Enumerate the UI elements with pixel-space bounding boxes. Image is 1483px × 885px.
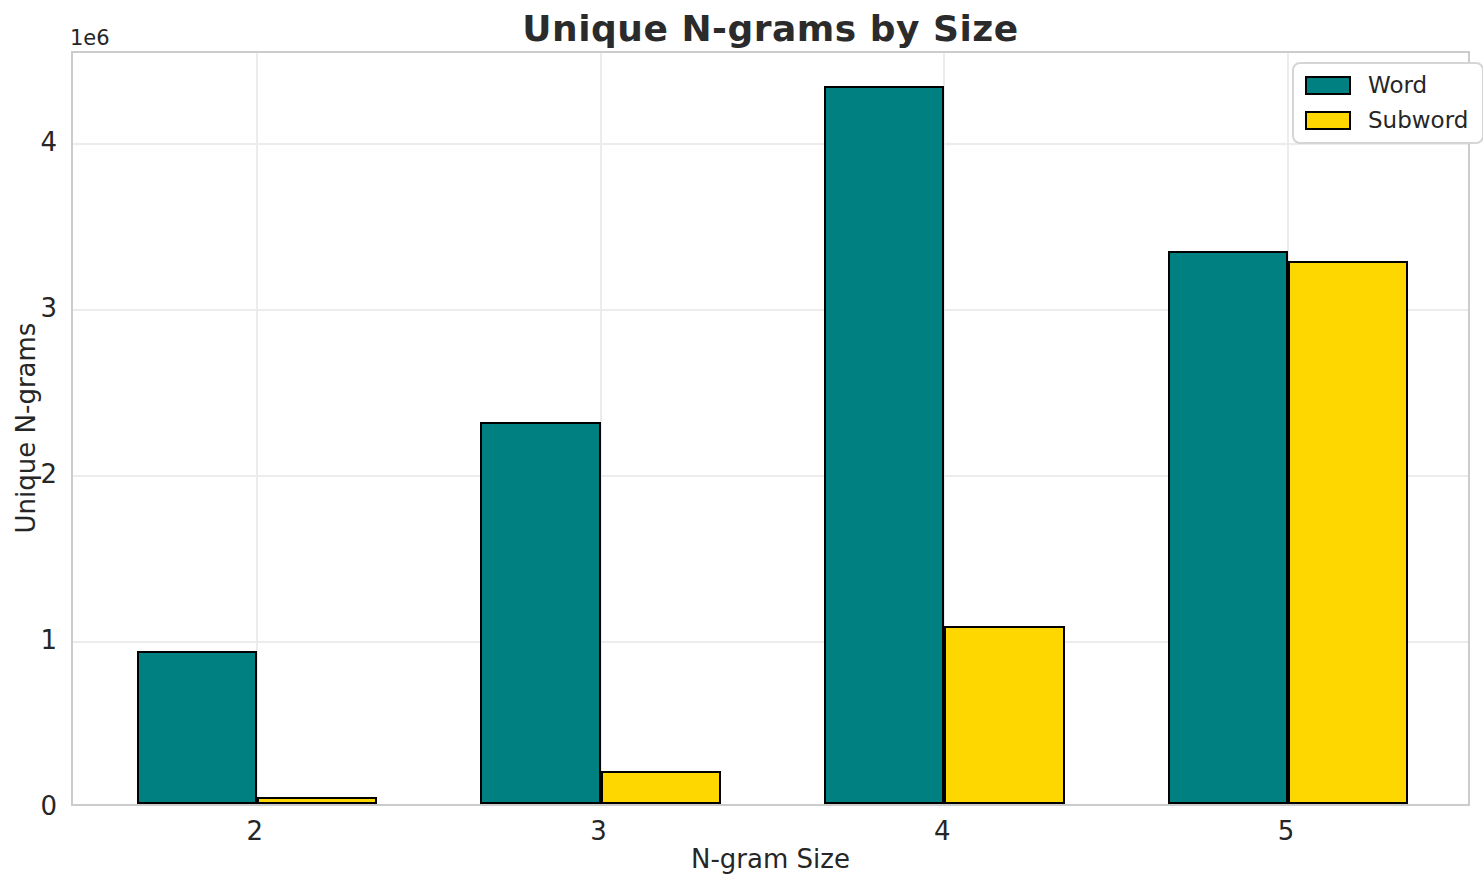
plot-area xyxy=(71,51,1470,806)
x-axis-label: N-gram Size xyxy=(71,844,1470,874)
bar-subword-2 xyxy=(257,797,377,804)
y-tick-label: 0 xyxy=(5,793,57,819)
legend-item-subword: Subword xyxy=(1305,107,1468,134)
bar-chart-figure: Unique N-grams by Size 1e6 01234 2345 Un… xyxy=(0,0,1483,885)
legend-item-word: Word xyxy=(1305,72,1468,99)
legend-swatch-word xyxy=(1305,76,1351,95)
x-tick-label: 5 xyxy=(1246,818,1326,844)
y-tick-label: 4 xyxy=(5,129,57,155)
legend-label: Word xyxy=(1368,72,1427,99)
x-tick-label: 3 xyxy=(559,818,639,844)
y-axis-offset-label: 1e6 xyxy=(70,26,110,50)
bar-word-3 xyxy=(480,422,600,804)
bar-subword-3 xyxy=(601,771,721,804)
x-tick-label: 4 xyxy=(902,818,982,844)
y-tick-label: 1 xyxy=(5,627,57,653)
bar-subword-5 xyxy=(1288,261,1408,804)
legend: Word Subword xyxy=(1292,62,1483,144)
bar-word-2 xyxy=(137,651,257,804)
x-tick-label: 2 xyxy=(215,818,295,844)
bar-word-4 xyxy=(824,86,944,804)
y-tick-label: 3 xyxy=(5,295,57,321)
legend-label: Subword xyxy=(1368,107,1468,134)
bar-word-5 xyxy=(1168,251,1288,804)
chart-title: Unique N-grams by Size xyxy=(71,8,1470,49)
bar-subword-4 xyxy=(944,626,1064,804)
y-gridline xyxy=(73,143,1468,145)
legend-swatch-subword xyxy=(1305,111,1351,130)
y-axis-label: Unique N-grams xyxy=(11,323,41,534)
